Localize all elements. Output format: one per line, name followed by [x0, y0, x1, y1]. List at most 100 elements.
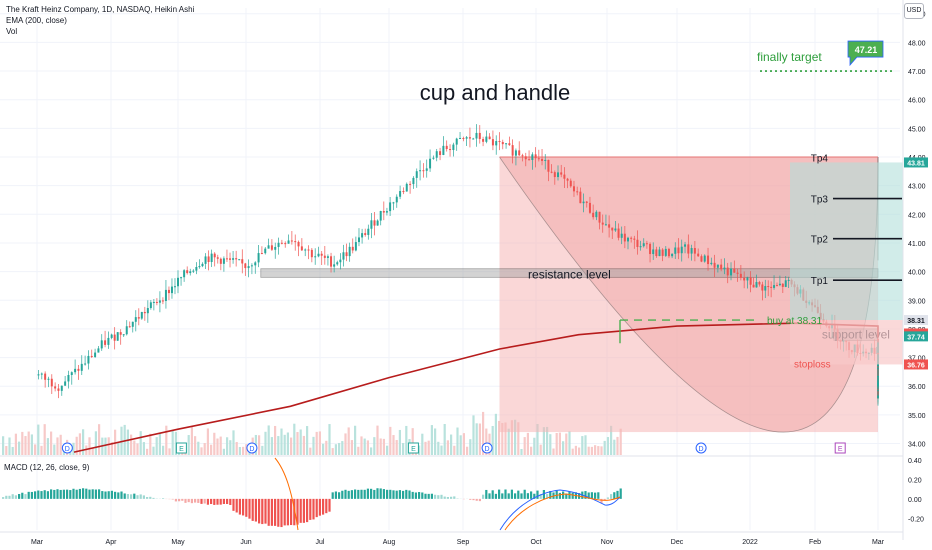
volume-bar: [226, 437, 229, 455]
candle-body: [693, 248, 696, 254]
macd-hist-bar: [190, 498, 193, 504]
candle-body: [320, 253, 323, 256]
macd-hist-bar: [142, 495, 145, 499]
volume-bar: [235, 442, 238, 455]
macd-hist-bar: [494, 493, 497, 499]
macd-hist-bar: [107, 491, 110, 499]
candle-body: [201, 263, 204, 267]
volume-bar: [606, 437, 609, 455]
macd-hist-bar: [264, 498, 267, 524]
candle-body: [415, 171, 418, 178]
candle-body: [373, 220, 376, 226]
candle-body: [770, 286, 773, 288]
candle-body: [290, 240, 293, 242]
macd-hist-bar: [571, 492, 574, 499]
candle-body: [432, 157, 435, 159]
macd-tick: -0.20: [908, 516, 924, 523]
candle-body: [677, 247, 680, 254]
candle-body: [189, 271, 192, 274]
candle-body: [155, 301, 158, 303]
macd-hist-bar: [139, 494, 142, 499]
candle-body: [385, 211, 388, 213]
macd-hist-bar: [485, 489, 488, 499]
candle-body: [149, 302, 152, 309]
macd-hist-bar: [491, 490, 494, 499]
macd-hist-bar: [235, 498, 238, 513]
candle-body: [713, 262, 716, 268]
candle-body: [498, 141, 501, 143]
volume-bar: [357, 446, 360, 455]
candle-body: [773, 285, 776, 288]
macd-hist-bar: [18, 493, 21, 499]
macd-hist-bar: [27, 491, 30, 499]
volume-bar: [306, 426, 309, 455]
event-marker-label: E: [838, 446, 843, 453]
candle-body: [442, 145, 445, 155]
volume-bar: [466, 446, 469, 455]
volume-bar: [482, 411, 485, 455]
candle-body: [720, 264, 723, 270]
candle-body: [422, 170, 425, 172]
candle-body: [180, 277, 183, 279]
vol-legend: Vol: [6, 27, 18, 36]
macd-hist-bar: [418, 492, 421, 499]
candle-body: [395, 196, 398, 203]
candle-body: [501, 142, 504, 145]
volume-bar: [43, 424, 46, 455]
volume-bar: [5, 445, 8, 455]
candle-body: [784, 280, 787, 287]
volume-bar: [110, 442, 113, 455]
macd-hist-bar: [443, 496, 446, 499]
symbol-line: The Kraft Heinz Company, 1D, NASDAQ, Hei…: [6, 5, 195, 14]
macd-hist-bar: [40, 491, 43, 499]
volume-bar: [152, 446, 155, 455]
volume-bar: [366, 440, 369, 455]
volume-bar: [203, 443, 206, 455]
macd-hist-bar: [504, 489, 507, 499]
volume-bar: [469, 439, 472, 455]
currency-button[interactable]: USD: [904, 3, 924, 19]
macd-hist-bar: [50, 489, 53, 499]
candle-body: [357, 237, 360, 243]
candle-body: [684, 244, 687, 247]
volume-bar: [456, 427, 459, 455]
candle-body: [330, 256, 333, 267]
candle-body: [764, 286, 767, 291]
macd-hist-bar: [606, 497, 609, 499]
volume-bar: [133, 440, 136, 455]
volume-bar: [542, 427, 545, 455]
macd-hist-bar: [194, 498, 197, 503]
candle-body: [304, 249, 307, 251]
macd-hist-bar: [344, 489, 347, 499]
macd-hist-bar: [293, 498, 296, 526]
volume-bar: [331, 448, 334, 455]
candle-body: [726, 267, 729, 276]
candle-body: [40, 373, 43, 375]
target-badge-shape: [847, 40, 884, 67]
candle-body: [161, 300, 164, 302]
macd-hist-bar: [597, 492, 600, 499]
volume-bar: [88, 437, 91, 455]
time-tick: Feb: [809, 539, 821, 546]
volume-bar: [34, 444, 37, 455]
macd-hist-bar: [370, 488, 373, 499]
macd-hist-bar: [46, 491, 49, 499]
candle-body: [566, 178, 569, 181]
candle-body: [642, 243, 645, 247]
candle-body: [207, 256, 210, 262]
candle-body: [743, 277, 746, 281]
volume-bar: [555, 432, 558, 455]
macd-hist-bar: [558, 492, 561, 499]
volume-bar: [245, 444, 248, 455]
macd-hist-bar: [59, 489, 62, 499]
candle-body: [339, 259, 342, 263]
candle-body: [550, 171, 553, 173]
macd-hist-bar: [472, 498, 475, 501]
candle-body: [541, 158, 544, 161]
candle-body: [475, 132, 478, 139]
macd-hist-bar: [94, 489, 97, 499]
candle-body: [472, 138, 475, 140]
macd-hist-bar: [242, 498, 245, 516]
candle-body: [382, 211, 385, 213]
